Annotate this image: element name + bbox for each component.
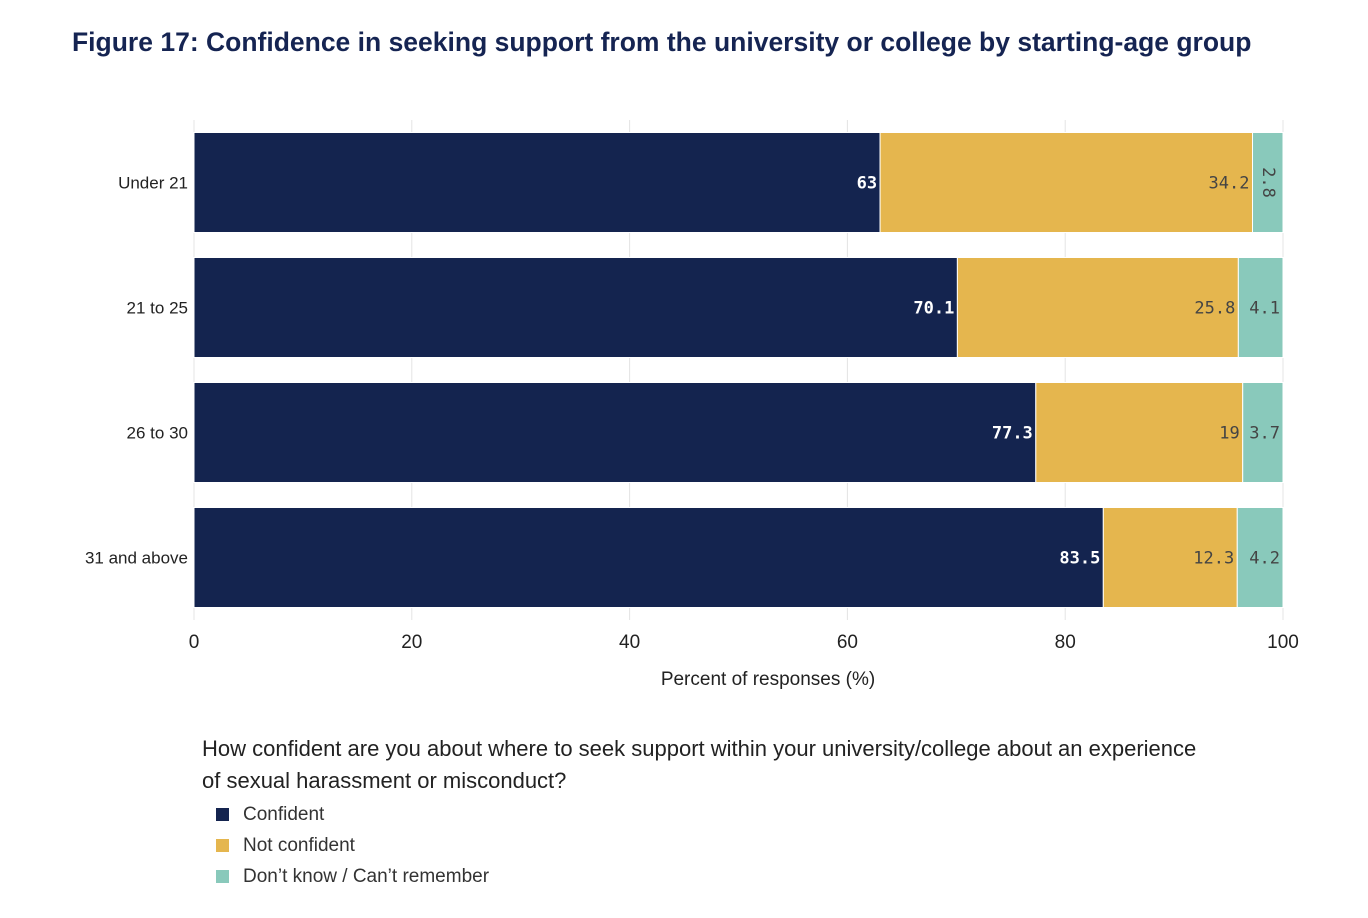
- legend-item: Not confident: [202, 830, 1202, 861]
- category-label: Under 21: [118, 174, 188, 193]
- legend-items: Confident Not confident Don’t know / Can’t…: [202, 799, 1202, 892]
- bar-segment: [193, 507, 1104, 608]
- x-tick-label: 0: [189, 632, 200, 653]
- x-tick-label: 40: [619, 632, 640, 653]
- category-label: 21 to 25: [127, 299, 188, 318]
- data-label: 4.2: [1249, 549, 1280, 569]
- legend-item: Confident: [202, 799, 1202, 830]
- data-label: 19: [1219, 424, 1239, 444]
- bar-segment: [1252, 132, 1284, 233]
- legend-title: How confident are you about where to see…: [202, 736, 1197, 793]
- legend: How confident are you about where to see…: [202, 733, 1202, 892]
- data-label: 70.1: [913, 299, 954, 319]
- data-label: 83.5: [1059, 549, 1100, 569]
- data-label: 34.2: [1209, 174, 1250, 194]
- bar-segment: [193, 257, 958, 358]
- data-label: 4.1: [1249, 299, 1280, 319]
- legend-item: Don’t know / Can’t remember: [202, 861, 1202, 892]
- bar-segment: [193, 382, 1037, 483]
- legend-swatch: [216, 870, 229, 883]
- bar-segment: [1102, 507, 1238, 608]
- x-axis-label: Percent of responses (%): [661, 669, 875, 690]
- data-labels: 63 34.2 2.8 70.1 25.8 4.1 77.3 19 3.7 83.5 12.3 4.2: [857, 167, 1280, 568]
- legend-label: Not confident: [243, 834, 355, 856]
- bar-chart: 63 34.2 2.8 70.1 25.8 4.1 77.3 19 3.7 83.5 12.3 4.2…: [85, 120, 1299, 690]
- data-label: 3.7: [1249, 424, 1280, 444]
- bars: [193, 132, 1284, 608]
- legend-swatch: [216, 808, 229, 821]
- bar-segment: [1236, 507, 1284, 608]
- x-tick-label: 100: [1267, 632, 1299, 653]
- x-tick-label: 20: [401, 632, 422, 653]
- bar-segment: [1242, 382, 1284, 483]
- legend-swatch: [216, 839, 229, 852]
- x-tick-label: 60: [837, 632, 858, 653]
- data-label: 77.3: [992, 424, 1033, 444]
- bar-segment: [956, 257, 1239, 358]
- category-label: 31 and above: [85, 549, 188, 568]
- x-tick-label: 80: [1055, 632, 1076, 653]
- category-labels: Under 21 21 to 25 26 to 30 31 and above: [85, 174, 188, 568]
- bar-segment: [193, 132, 881, 233]
- data-label: 2.8: [1258, 167, 1278, 198]
- category-label: 26 to 30: [127, 424, 188, 443]
- bar-segment: [1035, 382, 1244, 483]
- bar-segment: [879, 132, 1254, 233]
- data-label: 12.3: [1193, 549, 1234, 569]
- data-label: 63: [857, 174, 877, 194]
- data-label: 25.8: [1194, 299, 1235, 319]
- x-tick-labels: 0 20 40 60 80 100: [189, 632, 1299, 653]
- legend-label: Confident: [243, 803, 325, 825]
- chart-title: Figure 17: Confidence in seeking support…: [72, 27, 1252, 57]
- bar-segment: [1237, 257, 1284, 358]
- legend-label: Don’t know / Can’t remember: [243, 865, 490, 887]
